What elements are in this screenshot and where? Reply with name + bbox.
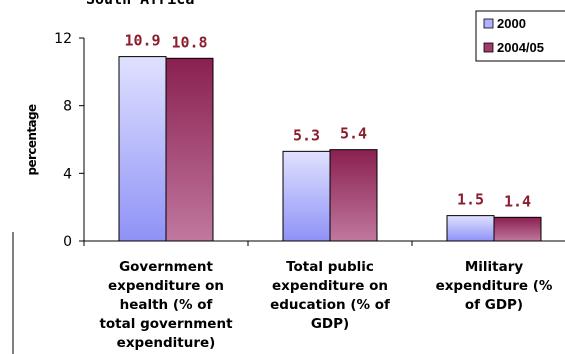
category-label-line: expenditure on	[108, 278, 224, 294]
value-label: 5.3	[293, 126, 320, 144]
category-label-line: Government	[119, 259, 213, 275]
value-label: 1.5	[457, 191, 484, 209]
bar-2004-05-cat-2	[329, 149, 378, 242]
bars	[118, 56, 542, 242]
category-label-line: GDP)	[311, 316, 349, 332]
legend-swatch-2000	[483, 18, 494, 29]
value-label: 5.4	[340, 125, 367, 143]
y-tick-label: 8	[63, 99, 72, 115]
legend-swatch-2004-05	[483, 42, 494, 53]
category-label-line: expenditure on	[272, 278, 388, 294]
y-tick-label: 4	[63, 166, 72, 182]
chart-title: South Africa	[86, 0, 194, 8]
legend-label-2004-05: 2004/05	[497, 40, 544, 55]
bar-2004-05-cat-1	[165, 57, 214, 242]
bar-2000-cat-1	[118, 56, 167, 242]
category-label-line: expenditure (%	[436, 278, 553, 294]
category-labels: Government expenditure on health (% of tota…	[99, 259, 552, 351]
category-label-line: total government	[99, 316, 233, 332]
y-axis-label: percentage	[25, 104, 39, 175]
category-label-line: education (% of	[270, 297, 390, 313]
legend-label-2000: 2000	[497, 16, 526, 31]
y-tick-label: 0	[63, 234, 72, 250]
category-label-line: health (% of	[120, 297, 213, 313]
bar-2004-05-cat-3	[493, 216, 542, 242]
category-label-line: of GDP)	[465, 297, 523, 313]
bar-2000-cat-3	[446, 215, 495, 242]
category-label-line: expenditure)	[117, 335, 216, 351]
value-label: 10.8	[171, 33, 207, 51]
value-label: 1.4	[504, 192, 531, 210]
category-label-line: Total public	[286, 259, 374, 275]
value-labels: 10.9 5.3 1.5 10.8 5.4 1.4	[124, 32, 531, 211]
category-label-line: Military	[465, 259, 524, 275]
bar-2000-cat-2	[282, 150, 331, 242]
y-tick-label: 12	[54, 31, 72, 47]
value-label: 10.9	[124, 32, 160, 50]
legend: 2000 2004/05	[475, 10, 565, 62]
